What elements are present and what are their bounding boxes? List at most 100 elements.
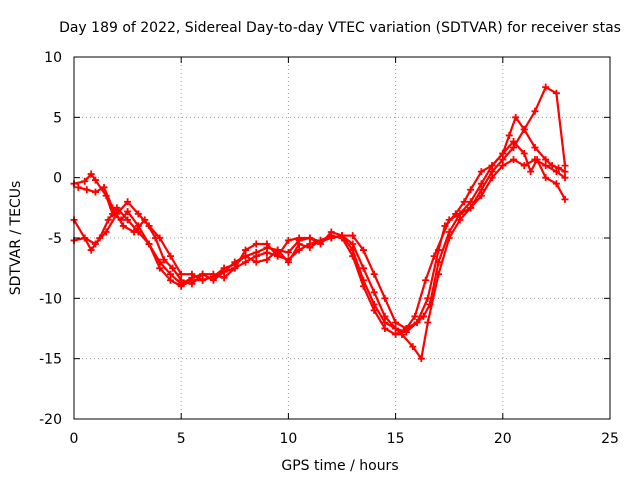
x-tick-label: 25 (601, 431, 619, 447)
data-point (381, 325, 389, 332)
data-point (505, 131, 513, 139)
chart-title: Day 189 of 2022, Sidereal Day-to-day VTE… (59, 20, 621, 36)
data-point (134, 210, 142, 218)
data-point (477, 168, 485, 176)
data-point (552, 89, 560, 97)
data-point (349, 240, 357, 248)
data-point (542, 83, 550, 91)
data-point (252, 240, 260, 248)
data-point (477, 192, 485, 200)
data-point (130, 228, 138, 236)
data-point (349, 232, 357, 240)
data-point (263, 240, 271, 248)
data-point (542, 162, 550, 170)
data-point (520, 125, 528, 133)
data-point (91, 188, 99, 196)
data-point (166, 270, 174, 278)
y-tick-label: 5 (53, 110, 62, 126)
data-point (430, 252, 438, 260)
data-point (477, 180, 485, 188)
y-tick-label: 10 (44, 50, 62, 66)
data-point (284, 248, 292, 256)
axis-ticks: 0 5 10 15 20 25 -20 -15 -10 -5 0 5 10 (39, 50, 619, 447)
data-point (548, 162, 556, 170)
data-point (417, 355, 425, 363)
data-point (338, 232, 346, 240)
data-point (510, 156, 518, 164)
data-point (199, 276, 207, 284)
data-point (160, 256, 168, 264)
data-point (151, 234, 159, 242)
data-point (100, 183, 108, 191)
data-point (81, 234, 89, 242)
data-point (306, 244, 314, 252)
data-point (411, 312, 419, 320)
data-point (209, 270, 217, 278)
data-point (124, 216, 132, 224)
data-point (274, 246, 282, 254)
data-point (542, 174, 550, 182)
data-point (188, 280, 196, 288)
x-tick-label: 20 (494, 431, 512, 447)
data-point (419, 312, 427, 320)
data-point (531, 144, 539, 151)
data-point (349, 252, 357, 260)
x-axis-label: GPS time / hours (281, 458, 398, 474)
data-point (402, 325, 410, 332)
data-point (177, 270, 185, 278)
x-tick-label: 5 (177, 431, 186, 447)
data-point (561, 162, 569, 170)
data-point (467, 186, 475, 194)
data-point (460, 198, 468, 206)
data-point (87, 170, 95, 178)
data-point (426, 300, 434, 308)
data-point (381, 294, 389, 302)
data-point (445, 228, 453, 236)
y-axis-label: SDTVAR / TECUs (8, 181, 24, 296)
data-point (488, 174, 496, 182)
data-point (527, 168, 535, 176)
y-tick-label: -10 (39, 291, 62, 307)
data-point (392, 325, 400, 332)
data-point (242, 246, 250, 254)
x-tick-label: 10 (279, 431, 297, 447)
data-point (520, 162, 528, 170)
data-point (91, 176, 99, 184)
data-point (456, 210, 464, 218)
data-point (81, 177, 89, 185)
data-point (317, 240, 325, 248)
data-point (552, 180, 560, 188)
y-tick-label: -20 (39, 412, 62, 428)
data-series-line (72, 86, 567, 360)
data-point (220, 274, 228, 282)
data-point (370, 288, 378, 296)
data-point (467, 204, 475, 212)
data-point (398, 331, 406, 339)
data-point (512, 113, 520, 121)
data-point (145, 240, 153, 248)
data-point (531, 107, 539, 115)
data-point (424, 318, 432, 326)
data-point (392, 318, 400, 326)
data-point (552, 168, 560, 176)
data-point (104, 216, 112, 224)
data-point (561, 195, 569, 203)
data-point (284, 258, 292, 266)
data-point (166, 252, 174, 260)
data-series-markers (74, 156, 569, 332)
data-point (124, 207, 132, 215)
data-point (74, 183, 82, 191)
y-tick-label: -5 (48, 231, 62, 247)
data-point (510, 144, 518, 151)
data-point (199, 270, 207, 278)
data-point (209, 276, 217, 284)
data-point (409, 343, 417, 351)
y-tick-label: 0 (53, 171, 62, 187)
data-point (413, 318, 421, 326)
x-tick-label: 0 (70, 431, 79, 447)
data-point (422, 276, 430, 284)
data-point (499, 150, 507, 158)
data-point (87, 246, 95, 254)
data-point (327, 228, 335, 236)
